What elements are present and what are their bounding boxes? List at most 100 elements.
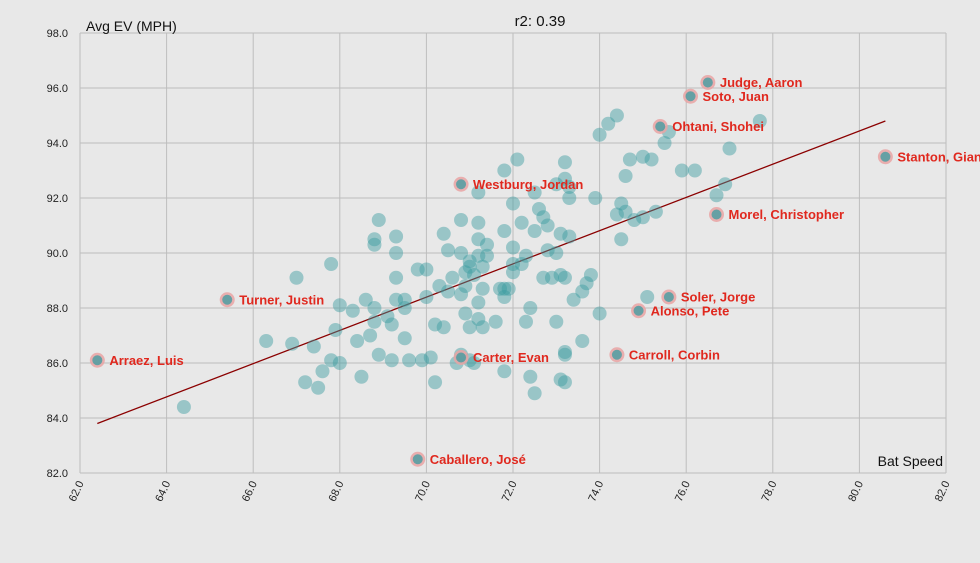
scatter-point [506, 257, 520, 271]
scatter-point [458, 279, 473, 293]
trendline-group [97, 120, 886, 425]
highlighted-point [611, 349, 622, 360]
scatter-point [350, 334, 365, 348]
scatter-point [501, 281, 516, 296]
scatter-point [311, 380, 326, 395]
scatter-point [428, 375, 443, 390]
scatter-point [332, 356, 347, 370]
player-label: Turner, Justin [239, 292, 324, 307]
scatter-point [462, 259, 477, 274]
chart-title: r2: 0.39 [515, 13, 566, 30]
scatter-point [635, 149, 650, 164]
player-label: Soler, Jorge [681, 290, 755, 305]
y-tick-label: 96.0 [47, 83, 68, 95]
scatter-point [389, 292, 404, 307]
scatter-point [354, 369, 369, 384]
scatter-point [553, 268, 568, 282]
scatter-point [523, 369, 538, 384]
y-tick-label: 84.0 [47, 413, 68, 425]
scatter-point [497, 290, 512, 304]
y-tick-label: 82.0 [47, 468, 68, 480]
scatter-point [358, 292, 373, 307]
scatter-point [557, 270, 572, 285]
scatter-point [462, 320, 477, 335]
scatter-point [389, 229, 404, 244]
scatter-point [588, 191, 603, 205]
scatter-point [176, 400, 191, 414]
scatter-point [518, 314, 533, 329]
scatter-point [497, 364, 512, 379]
scatter-point [553, 226, 568, 241]
scatter-point [709, 188, 724, 203]
scatter-point [722, 141, 737, 156]
scatter-point [553, 372, 568, 387]
player-label: Soto, Juan [703, 89, 770, 104]
player-label: Ohtani, Shohei [672, 119, 764, 134]
highlighted-point [702, 77, 713, 88]
scatter-point [345, 303, 360, 318]
scatter-point [592, 306, 607, 321]
scatter-point [510, 152, 525, 167]
highlighted-point [880, 151, 891, 162]
scatter-point [415, 353, 430, 368]
scatter-point [471, 232, 486, 247]
player-label: Caballero, José [430, 452, 526, 467]
scatter-point [601, 116, 616, 131]
scatter-point [289, 270, 304, 285]
scatter-point [536, 270, 551, 285]
scatter-point [454, 287, 469, 302]
scatter-point [445, 270, 460, 285]
y-tick-label: 98.0 [47, 28, 68, 40]
scatter-point [622, 152, 637, 167]
scatter-point [402, 353, 417, 368]
scatter-point [475, 281, 490, 296]
scatter-point [687, 163, 702, 178]
scatter-point [324, 353, 339, 368]
scatter-point [506, 265, 520, 280]
scatter-point [471, 248, 486, 263]
scatter-point [540, 218, 555, 233]
highlighted-point [663, 292, 674, 302]
scatter-point [506, 196, 520, 211]
scatter-point [657, 136, 672, 150]
scatter-point [640, 290, 655, 304]
scatter-point [367, 232, 382, 247]
scatter-point [471, 215, 486, 230]
scatter-point [527, 224, 542, 238]
scatter-point [471, 312, 486, 326]
scatter-point [480, 237, 495, 252]
x-axis-title: Bat Speed [878, 453, 943, 469]
scatter-point [674, 163, 689, 178]
scatter-point [467, 268, 482, 282]
scatter-point [506, 240, 520, 255]
scatter-point [371, 213, 386, 227]
scatter-point [436, 320, 451, 335]
scatter-point [557, 347, 572, 362]
scatter-point [518, 248, 533, 263]
highlighted-point [92, 355, 103, 366]
scatter-point [397, 292, 412, 307]
scatter-point [557, 155, 572, 170]
scatter-point [497, 163, 512, 178]
scatter-point [648, 204, 663, 219]
y-tick-label: 88.0 [47, 303, 68, 315]
player-label: Carter, Evan [473, 350, 549, 365]
grid [79, 32, 947, 474]
scatter-point [527, 386, 542, 401]
scatter-point [562, 180, 577, 194]
scatter-point [592, 127, 607, 142]
scatter-point [583, 268, 598, 282]
scatter-point [627, 213, 642, 227]
highlighted-point [711, 209, 722, 220]
highlighted-point [633, 305, 644, 316]
scatter-point [363, 328, 378, 343]
scatter-point [285, 336, 300, 351]
scatter-point [536, 210, 551, 225]
highlighted-point [222, 294, 233, 305]
scatter-point [471, 185, 486, 200]
scatter-point [432, 279, 447, 293]
scatter-point [467, 356, 482, 370]
